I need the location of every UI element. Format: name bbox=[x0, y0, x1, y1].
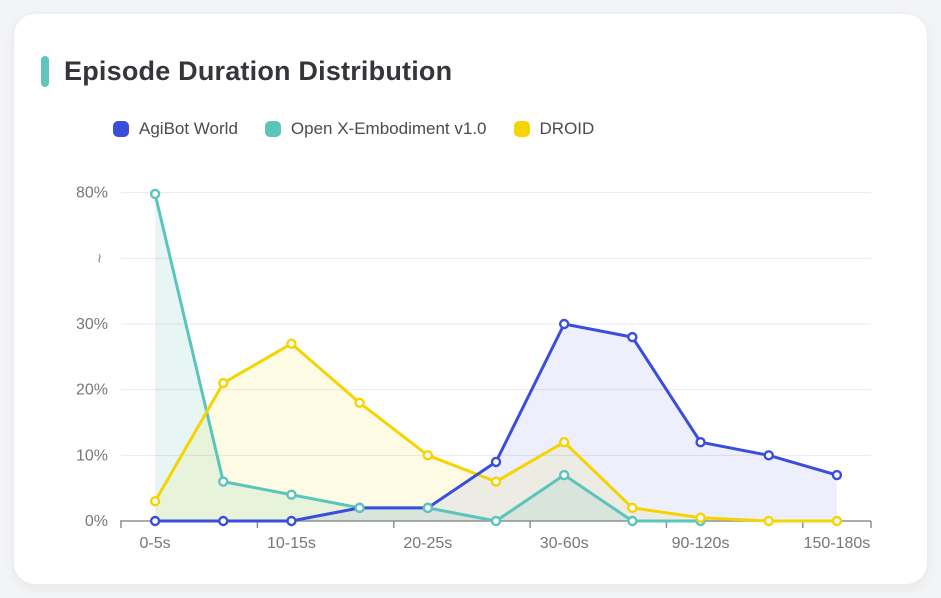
svg-text:10-15s: 10-15s bbox=[267, 535, 316, 552]
svg-text:0-5s: 0-5s bbox=[140, 535, 171, 552]
svg-text:0%: 0% bbox=[85, 513, 108, 530]
legend-item-droid[interactable]: DROID bbox=[513, 119, 595, 139]
svg-text:20-25s: 20-25s bbox=[403, 535, 452, 552]
svg-text:20%: 20% bbox=[76, 382, 108, 399]
legend-item-open-x-embodiment[interactable]: Open X-Embodiment v1.0 bbox=[264, 119, 487, 139]
svg-text:150-180s: 150-180s bbox=[804, 535, 871, 552]
legend-swatch-droid bbox=[513, 121, 530, 137]
legend-swatch-agibot-world bbox=[113, 121, 129, 137]
legend-label-agibot-world: AgiBot World bbox=[139, 119, 238, 138]
svg-text:30%: 30% bbox=[76, 316, 108, 333]
line-chart: 0% 10% 20% 30% ~80% 0-5s 10-15s 20-25s 30-60s 90-… bbox=[76, 185, 872, 552]
chart-card: Episode Duration Distribution AgiBot Wor… bbox=[13, 13, 928, 585]
chart-legend: AgiBot World Open X-Embodiment v1.0 DROI… bbox=[113, 119, 594, 139]
legend-label-open-x-embodiment: Open X-Embodiment v1.0 bbox=[290, 119, 487, 138]
title-accent-bar bbox=[41, 56, 49, 87]
legend-swatch-open-x-embodiment bbox=[264, 121, 281, 137]
svg-text:90-120s: 90-120s bbox=[672, 535, 730, 552]
svg-text:10%: 10% bbox=[76, 447, 108, 464]
svg-text:~: ~ bbox=[90, 254, 107, 263]
svg-text:30-60s: 30-60s bbox=[540, 535, 589, 552]
svg-text:80%: 80% bbox=[76, 185, 108, 202]
chart-title: Episode Duration Distribution bbox=[64, 56, 453, 86]
card-header: Episode Duration Distribution bbox=[41, 56, 452, 87]
legend-item-agibot-world[interactable]: AgiBot World bbox=[113, 119, 238, 139]
legend-label-droid: DROID bbox=[539, 119, 595, 138]
